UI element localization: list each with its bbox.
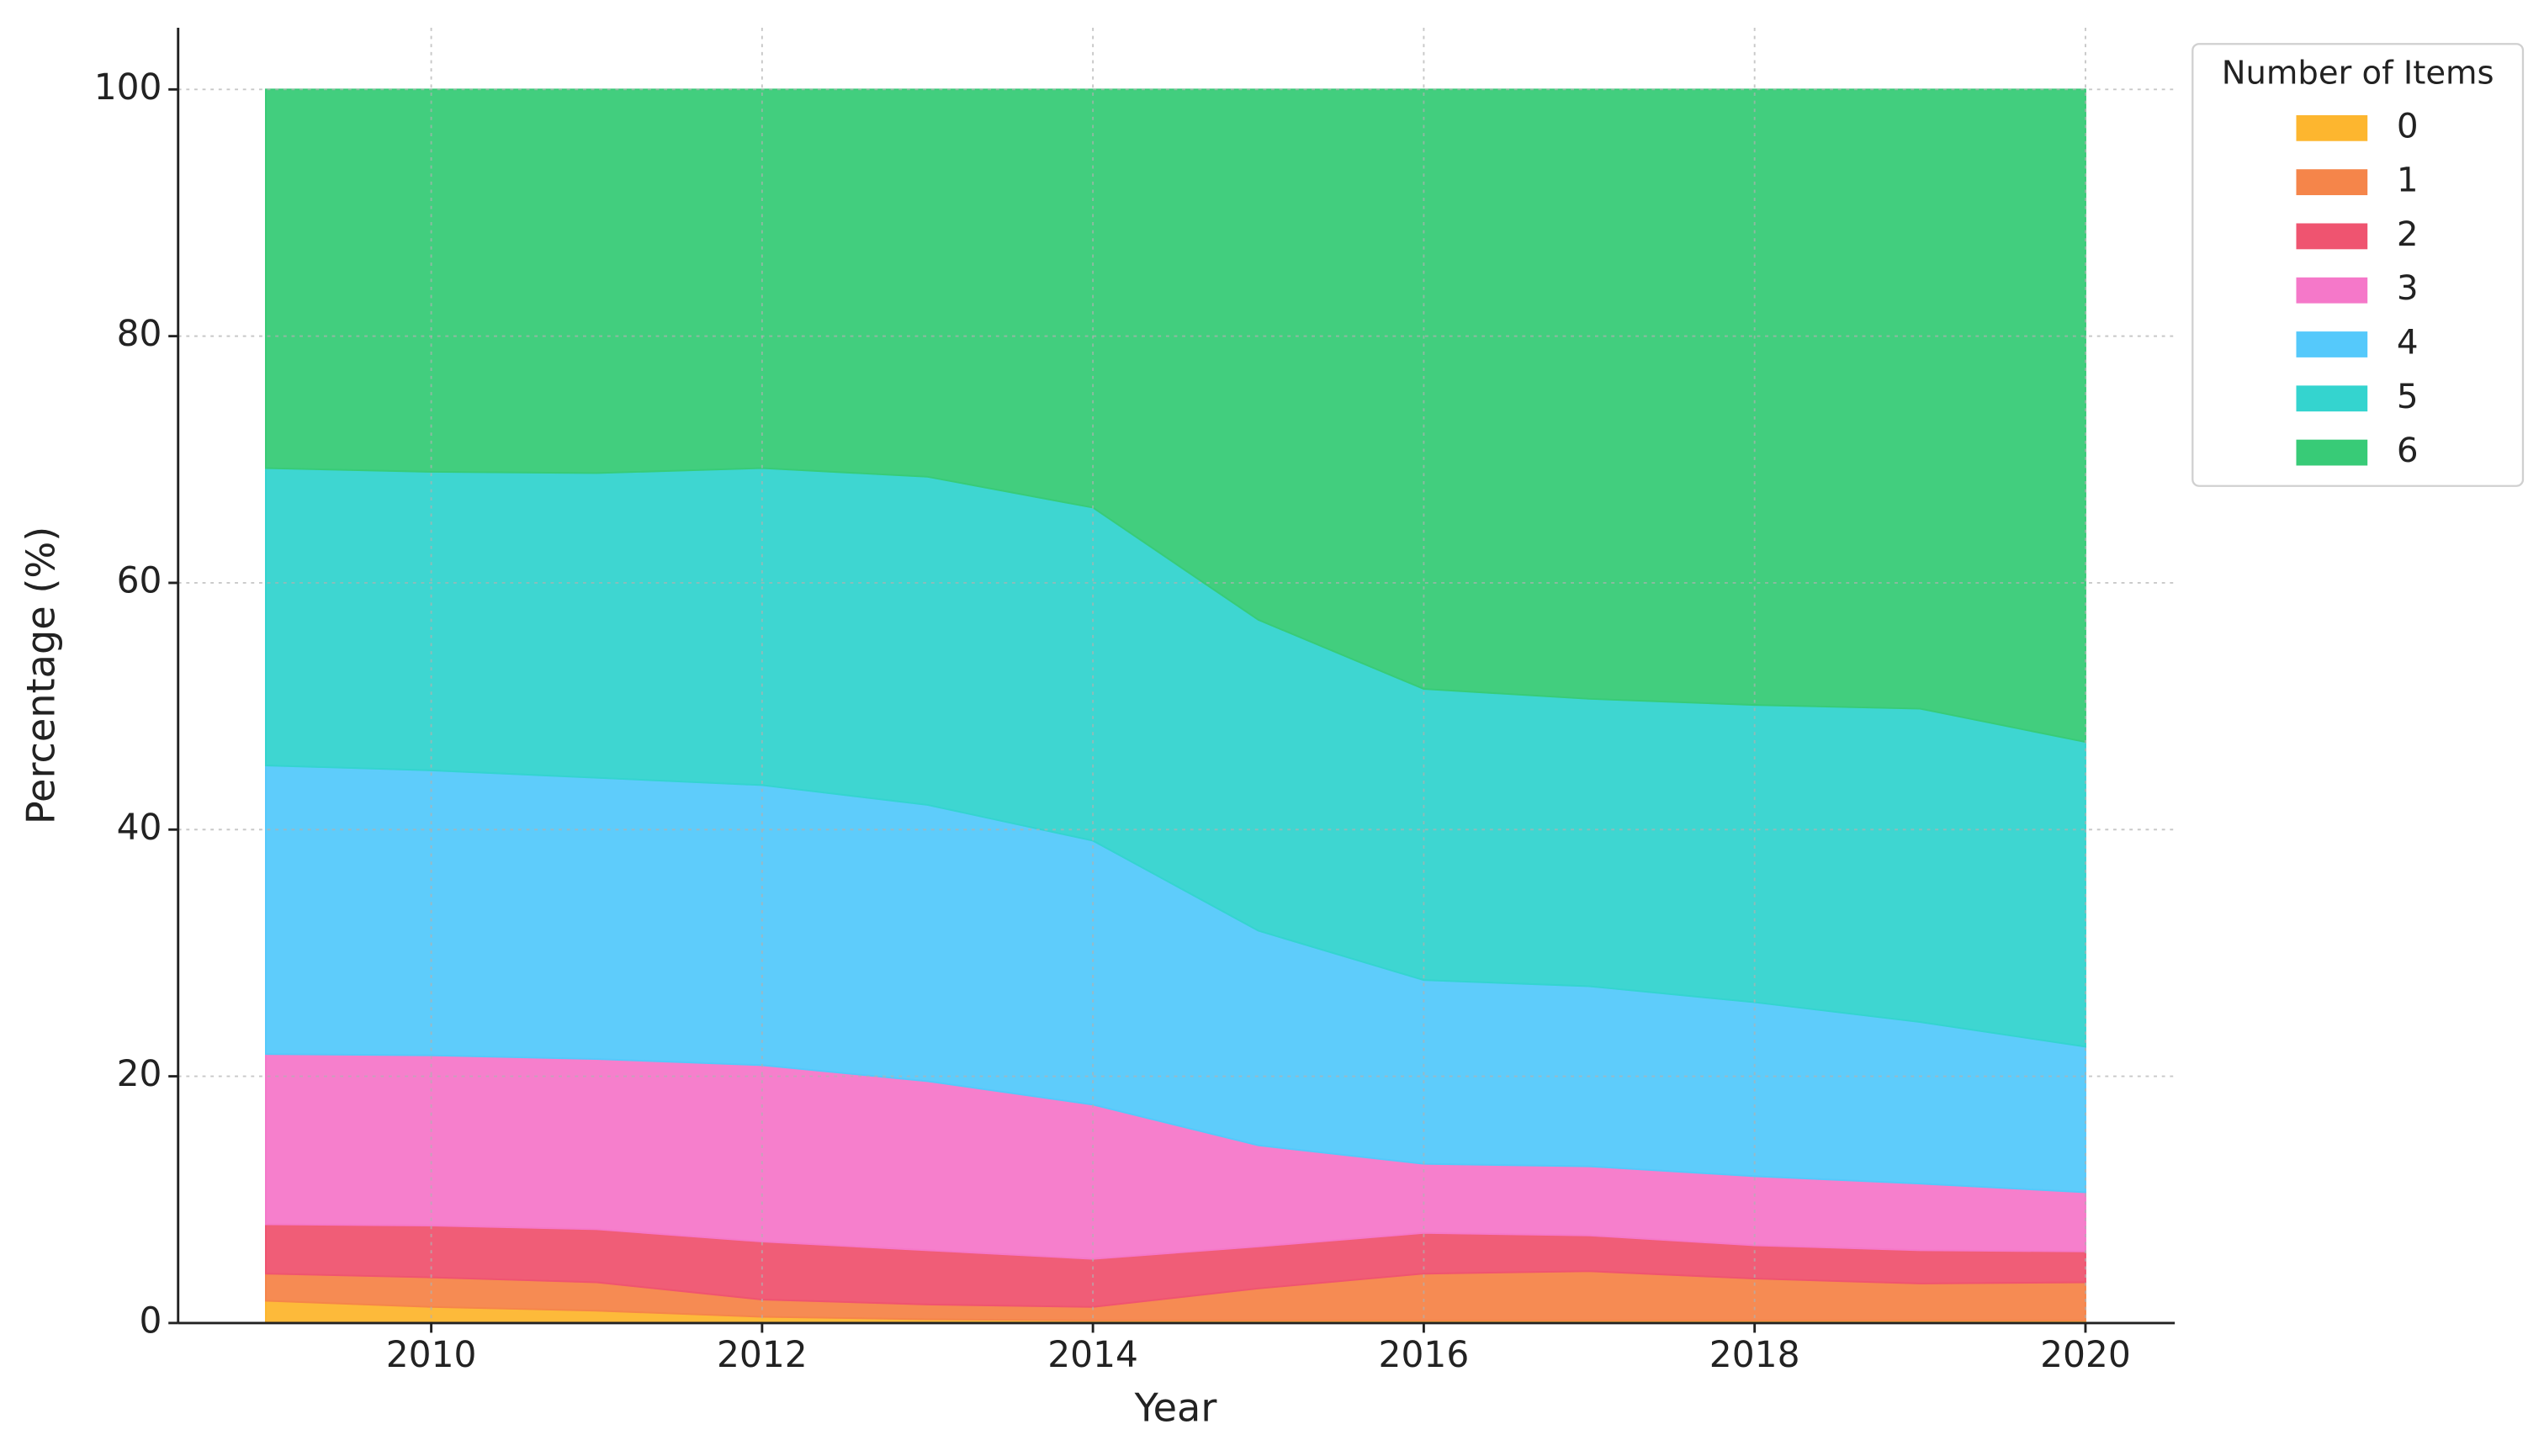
- legend-swatch: [2296, 331, 2368, 357]
- legend-label: 1: [2397, 160, 2419, 200]
- x-tick-label: 2016: [1379, 1334, 1470, 1375]
- x-tick-label: 2012: [717, 1334, 808, 1375]
- y-tick-label: 60: [117, 559, 162, 601]
- x-tick-label: 2018: [1709, 1334, 1800, 1375]
- y-tick-label: 80: [117, 313, 162, 354]
- legend-label: 5: [2397, 376, 2419, 416]
- legend-label: 2: [2397, 214, 2419, 254]
- legend-swatch: [2296, 385, 2368, 412]
- y-tick-label: 100: [94, 66, 162, 108]
- legend-label: 3: [2397, 267, 2419, 308]
- x-tick-label: 2014: [1047, 1334, 1138, 1375]
- legend-label: 4: [2397, 321, 2419, 362]
- x-axis-label: Year: [1134, 1385, 1217, 1430]
- legend-label: 6: [2397, 430, 2419, 470]
- legend-swatch: [2296, 114, 2368, 141]
- plot-area: [264, 88, 2086, 1324]
- y-tick-label: 20: [117, 1053, 162, 1094]
- y-tick-label: 40: [117, 807, 162, 848]
- legend-swatch: [2296, 169, 2368, 196]
- legend-label: 0: [2397, 105, 2419, 146]
- x-tick-label: 2010: [386, 1334, 477, 1375]
- legend-swatch: [2296, 223, 2368, 250]
- legend-swatch: [2296, 439, 2368, 466]
- axes: 0 20 40 60 80 100 2010 2012 2014 2016 2018 2020: [94, 27, 2176, 1375]
- legend-swatch: [2296, 277, 2368, 304]
- x-tick-label: 2020: [2040, 1334, 2131, 1375]
- legend-box: [2192, 43, 2525, 487]
- legend: Number of Items 0 1 2 3 4 5 6: [2192, 43, 2525, 487]
- y-axis-label: Percentage (%): [18, 527, 63, 824]
- y-tick-label: 0: [140, 1300, 162, 1341]
- legend-title: Number of Items: [2222, 54, 2494, 92]
